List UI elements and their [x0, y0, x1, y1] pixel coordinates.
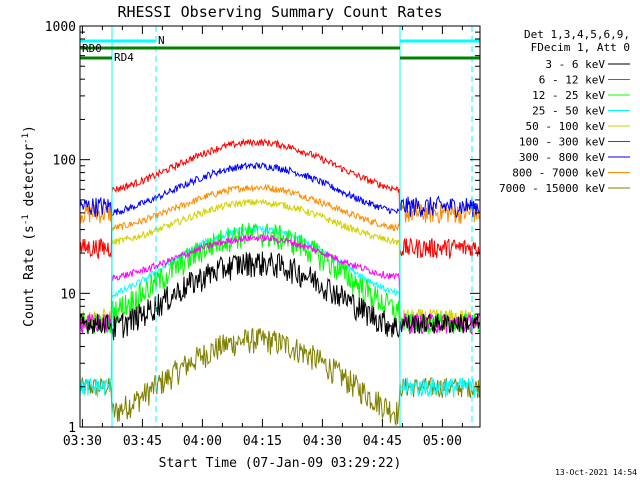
flag-label-rd4: RD4: [114, 51, 134, 64]
y-tick-label: 1000: [45, 20, 76, 35]
flag-label-n: N: [158, 34, 165, 47]
plot-frame: [79, 25, 481, 428]
legend: Det 1,3,4,5,6,9,FDecim 1, Att 0 3 - 6 keV…: [499, 28, 630, 195]
series-line-5: [80, 137, 480, 259]
timestamp: 13-Oct-2021 14:54: [555, 468, 637, 477]
legend-header: FDecim 1, Att 0: [531, 41, 630, 54]
legend-label: 6 - 12 keV: [539, 74, 606, 87]
y-axis: 1 10 100 1000: [45, 20, 480, 436]
y-tick-label: 10: [60, 287, 76, 302]
x-axis: 03:30 03:45 04:00 04:15 04:30 04:45 05:00: [63, 26, 463, 449]
legend-label: 800 - 7000 keV: [512, 167, 605, 180]
y-axis-label: Count Rate (s-1 detector-1): [21, 125, 37, 327]
legend-label: 12 - 25 keV: [532, 89, 605, 102]
series-line-6: [80, 162, 480, 218]
x-tick-label: 05:00: [423, 434, 462, 449]
x-tick-label: 04:00: [183, 434, 222, 449]
series-line-7: [80, 183, 480, 232]
legend-label: 3 - 6 keV: [545, 58, 605, 71]
series-line-2: [80, 222, 480, 335]
flag-label-rd0: RD0: [82, 42, 102, 55]
legend-label: 100 - 300 keV: [519, 136, 605, 149]
legend-header: Det 1,3,4,5,6,9,: [524, 28, 630, 41]
x-axis-label: Start Time (07-Jan-09 03:29:22): [159, 456, 402, 471]
series-line-0: [80, 251, 480, 341]
series-line-8: [80, 327, 480, 427]
chart-title: RHESSI Observing Summary Count Rates: [117, 3, 442, 21]
legend-label: 300 - 800 keV: [519, 151, 605, 164]
y-tick-label: 100: [53, 154, 76, 169]
x-tick-label: 03:30: [63, 434, 102, 449]
legend-label: 50 - 100 keV: [526, 120, 606, 133]
x-tick-label: 04:45: [363, 434, 402, 449]
y-tick-label: 1: [68, 421, 76, 436]
flag-layer: RD0 RD4 N: [80, 26, 480, 427]
legend-label: 7000 - 15000 keV: [499, 182, 605, 195]
x-tick-label: 03:45: [123, 434, 162, 449]
legend-label: 25 - 50 keV: [532, 105, 605, 118]
x-tick-label: 04:15: [243, 434, 282, 449]
series-layer: [80, 137, 480, 427]
series-line-3: [80, 225, 480, 398]
x-tick-label: 04:30: [303, 434, 342, 449]
